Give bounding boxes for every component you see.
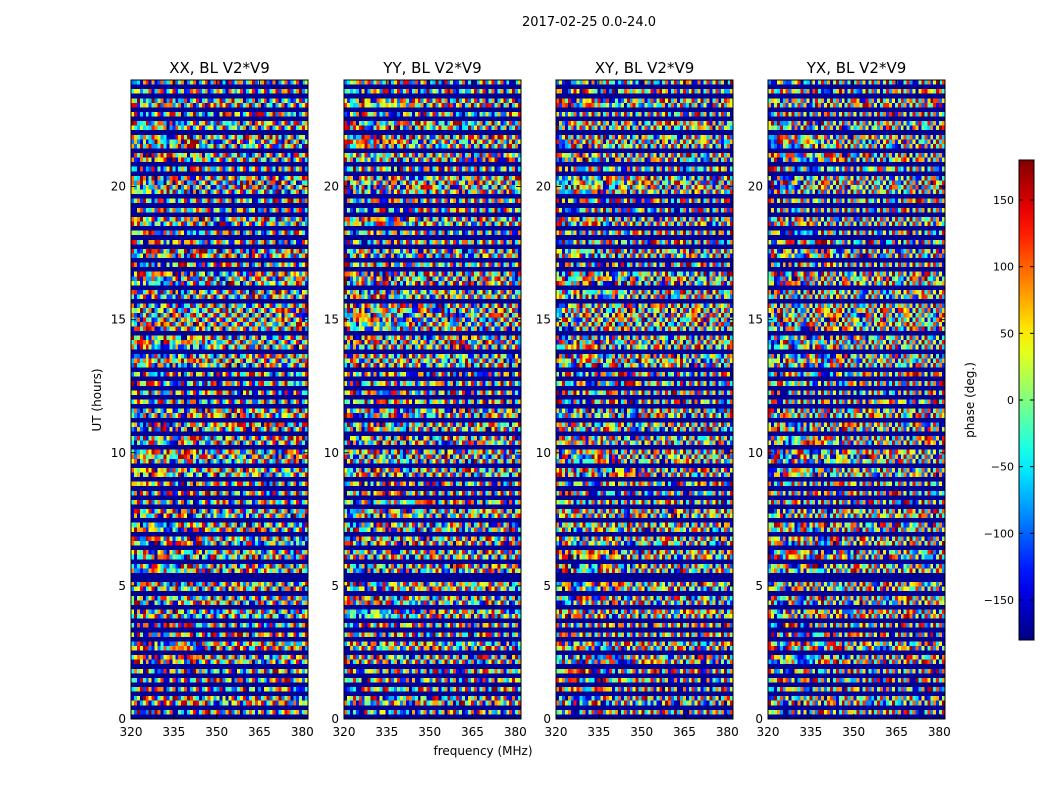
y-tick-label: 10: [748, 446, 763, 460]
y-tick-label: 20: [324, 180, 339, 194]
colorbar-tick-label: −100: [984, 527, 1014, 540]
colorbar-tick-label: −150: [984, 594, 1014, 607]
phase-heatmap-1: [131, 80, 308, 719]
panel-frame: [130, 79, 309, 720]
panel-frame: [555, 79, 734, 720]
y-tick-label: 5: [331, 579, 339, 593]
panel-title: XY, BL V2*V9: [595, 59, 695, 77]
x-tick-label: 350: [842, 725, 865, 739]
panel-title: YY, BL V2*V9: [382, 59, 481, 77]
y-tick-label: 0: [118, 712, 126, 726]
colorbar-tick-label: −50: [991, 461, 1014, 474]
y-tick-label: 20: [111, 180, 126, 194]
panel-title: XX, BL V2*V9: [169, 59, 270, 77]
y-tick-label: 5: [755, 579, 763, 593]
panel-title: YX, BL V2*V9: [806, 59, 907, 77]
phase-heatmap-2: [344, 80, 521, 719]
x-tick-label: 365: [673, 725, 696, 739]
x-tick-label: 365: [885, 725, 908, 739]
x-tick-label: 380: [928, 725, 951, 739]
colorbar: 150 100 50 0 −50 −100 −150: [984, 159, 1035, 641]
x-tick-label: 335: [375, 725, 398, 739]
panel-frame: [343, 79, 522, 720]
x-tick-label: 350: [205, 725, 228, 739]
x-tick-label: 380: [291, 725, 314, 739]
panel-1: XX, BL V2*V9 320 335 350 365 380 0 5 10 15 20: [111, 59, 314, 739]
y-axis-label: UT (hours): [90, 368, 104, 431]
panel-2: YY, BL V2*V9 320 335 350 365 380 0 5 10 15 20: [324, 59, 527, 739]
y-tick-label: 15: [536, 313, 551, 327]
y-tick-label: 10: [324, 446, 339, 460]
x-tick-label: 380: [504, 725, 527, 739]
x-tick-label: 320: [333, 725, 356, 739]
x-tick-label: 320: [120, 725, 143, 739]
y-tick-label: 0: [543, 712, 551, 726]
y-tick-label: 5: [118, 579, 126, 593]
colorbar-tick-label: 100: [993, 261, 1014, 274]
x-tick-label: 335: [799, 725, 822, 739]
colorbar-label: phase (deg.): [963, 362, 977, 438]
y-tick-label: 0: [755, 712, 763, 726]
y-tick-label: 20: [536, 180, 551, 194]
x-tick-label: 380: [716, 725, 739, 739]
y-tick-label: 15: [111, 313, 126, 327]
x-tick-label: 365: [248, 725, 271, 739]
x-tick-label: 350: [418, 725, 441, 739]
x-tick-label: 335: [587, 725, 610, 739]
colorbar-tick-label: 50: [1000, 327, 1014, 340]
y-tick-label: 20: [748, 180, 763, 194]
y-tick-label: 15: [324, 313, 339, 327]
y-tick-label: 15: [748, 313, 763, 327]
phase-heatmap-4: [768, 80, 945, 719]
phase-heatmap-3: [556, 80, 733, 719]
y-tick-label: 0: [331, 712, 339, 726]
y-tick-label: 5: [543, 579, 551, 593]
x-tick-label: 335: [162, 725, 185, 739]
x-tick-label: 320: [545, 725, 568, 739]
x-axis-label: frequency (MHz): [433, 744, 532, 758]
y-tick-label: 10: [536, 446, 551, 460]
colorbar-tick-label: 150: [993, 194, 1014, 207]
panel-3: XY, BL V2*V9 320 335 350 365 380 0 5 10 15 20: [536, 59, 739, 739]
y-tick-label: 10: [111, 446, 126, 460]
x-tick-label: 320: [757, 725, 780, 739]
panel-4: YX, BL V2*V9 320 335 350 365 380 0 5 10 15 20: [748, 59, 951, 739]
panel-frame: [767, 79, 946, 720]
x-tick-label: 365: [461, 725, 484, 739]
colorbar-tick-label: 0: [1007, 394, 1014, 407]
figure-title: 2017-02-25 0.0-24.0: [522, 15, 656, 30]
x-tick-label: 350: [630, 725, 653, 739]
